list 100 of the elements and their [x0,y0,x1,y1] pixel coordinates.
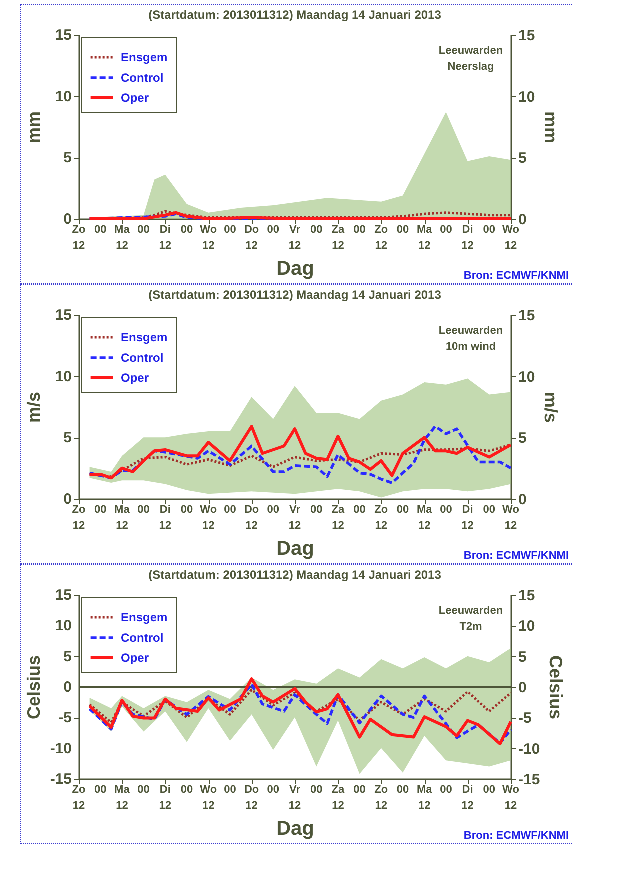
x-axis-title: Dag [276,538,314,560]
y-tick-label: 5 [64,430,72,447]
x-tick-label: Di 12 [462,504,474,532]
legend-label: Control [121,71,164,85]
y-tick-label: 10 [55,88,72,106]
legend-label: Oper [121,91,150,105]
x-tick-label: 00 [396,224,410,236]
x-tick-label: Wo 12 [502,504,520,532]
x-tick-label: 00 [224,504,236,516]
x-tick-label: Ma 12 [114,784,131,812]
x-tick-label: Di 12 [159,224,172,252]
x-tick-label: 00 [310,504,323,516]
x-tick-label: 00 [396,504,410,516]
y-tick-label: 15 [55,27,72,44]
x-tick-label: Za 12 [332,784,346,812]
y2-tick-label: 0 [518,492,527,508]
legend-label: Oper [121,371,150,385]
y2-tick-label: -10 [518,740,540,758]
x-tick-label: 00 [440,224,452,236]
x-tick-label: Zo 12 [374,224,388,252]
y-tick-label: 15 [55,587,72,604]
x-axis-title: Dag [276,258,314,280]
x-tick-label: Di 12 [462,224,474,252]
x-tick-label: 00 [440,504,452,516]
text: Bron: ECMWF/KNMI [464,270,569,282]
y-axis-title: m/s [24,392,44,424]
x-tick-label: 00 [310,224,323,236]
y-axis-title: Celsius [24,655,44,720]
x-tick-label: Zo 12 [72,784,86,812]
x-tick-label: Vr 12 [288,224,302,252]
x-tick-label: Di 12 [462,784,474,812]
y2-tick-label: 5 [518,648,527,666]
annotation: Leeuwarden Neerslag [438,45,504,73]
x-tick-label: 00 [180,784,194,796]
y-tick-label: 5 [64,648,72,666]
x-tick-label: 00 [138,504,150,516]
y2-tick-label: -5 [518,710,532,728]
x-tick-label: 00 [224,784,236,796]
x-tick-label: Do 12 [244,224,260,252]
legend-label: Ensgem [121,330,168,344]
x-tick-label: 00 [267,224,280,236]
y2-tick-label: 5 [518,150,527,168]
x-tick-label: Wo 12 [200,224,218,252]
chart-title: (Startdatum: 2013011312) Maandag 14 Januari 2013 [148,568,442,582]
x-tick-label: Do 12 [244,504,260,532]
x-tick-label: Wo 12 [200,784,218,812]
x-tick-label: Za 12 [332,224,346,252]
annotation: Leeuwarden 10m wind [438,325,504,353]
x-tick-label: 00 [483,224,496,236]
line-series [88,688,512,724]
y-tick-label: 0 [64,679,72,696]
x-tick-label: Zo 12 [374,504,388,532]
x-axis-title: Dag [276,818,314,840]
y2-tick-label: 10 [518,88,536,106]
y2-tick-label: 15 [518,308,536,324]
legend-label: Ensgem [121,50,168,64]
x-tick-label: 00 [354,504,366,516]
y2-axis-title: m/s [541,392,562,424]
y-tick-label: 0 [64,491,72,508]
x-tick-label: Vr 12 [288,784,302,812]
x-tick-label: 00 [224,224,236,236]
y-axis-title: mm [24,111,44,144]
x-tick-label: 00 [94,784,107,796]
y2-tick-label: 15 [518,588,536,604]
legend-label: Control [121,351,164,365]
x-tick-label: 00 [483,504,496,516]
x-tick-label: Ma 12 [416,784,434,812]
y-tick-label: -15 [50,771,72,788]
legend-label: Oper [121,651,150,665]
x-tick-label: Di 12 [159,784,172,812]
chart-title: (Startdatum: 2013011312) Maandag 14 Januari 2013 [148,8,442,22]
x-tick-label: 00 [267,784,280,796]
text: Bron: ECMWF/KNMI [464,550,569,562]
x-tick-label: 00 [267,504,280,516]
y2-tick-label: 15 [518,28,536,44]
x-tick-label: Zo 12 [374,784,388,812]
x-tick-label: Zo 12 [72,224,86,252]
x-tick-label: Vr 12 [288,504,302,532]
y-tick-label: -10 [50,740,72,758]
x-tick-label: 00 [138,784,150,796]
x-tick-label: 00 [440,784,452,796]
x-tick-label: 00 [138,224,150,236]
legend-label: Control [121,631,164,645]
x-tick-label: Ma 12 [416,224,434,252]
x-tick-label: 00 [396,784,410,796]
y2-tick-label: 10 [518,368,536,386]
x-tick-label: 00 [94,504,107,516]
y-tick-label: 10 [55,618,72,635]
y2-axis-title: mm [541,111,562,144]
x-tick-label: Wo 12 [502,784,520,812]
annotation: Leeuwarden T2m [438,605,504,633]
x-tick-label: 00 [180,224,194,236]
x-tick-label: Do 12 [244,784,260,812]
y-tick-label: 5 [64,150,72,167]
x-tick-label: Wo 12 [200,504,218,532]
x-tick-label: Ma 12 [416,504,434,532]
text: Bron: ECMWF/KNMI [464,830,569,842]
y2-axis-title: Celsius [546,655,566,720]
x-tick-label: 00 [310,784,323,796]
y2-tick-label: 5 [518,430,527,448]
